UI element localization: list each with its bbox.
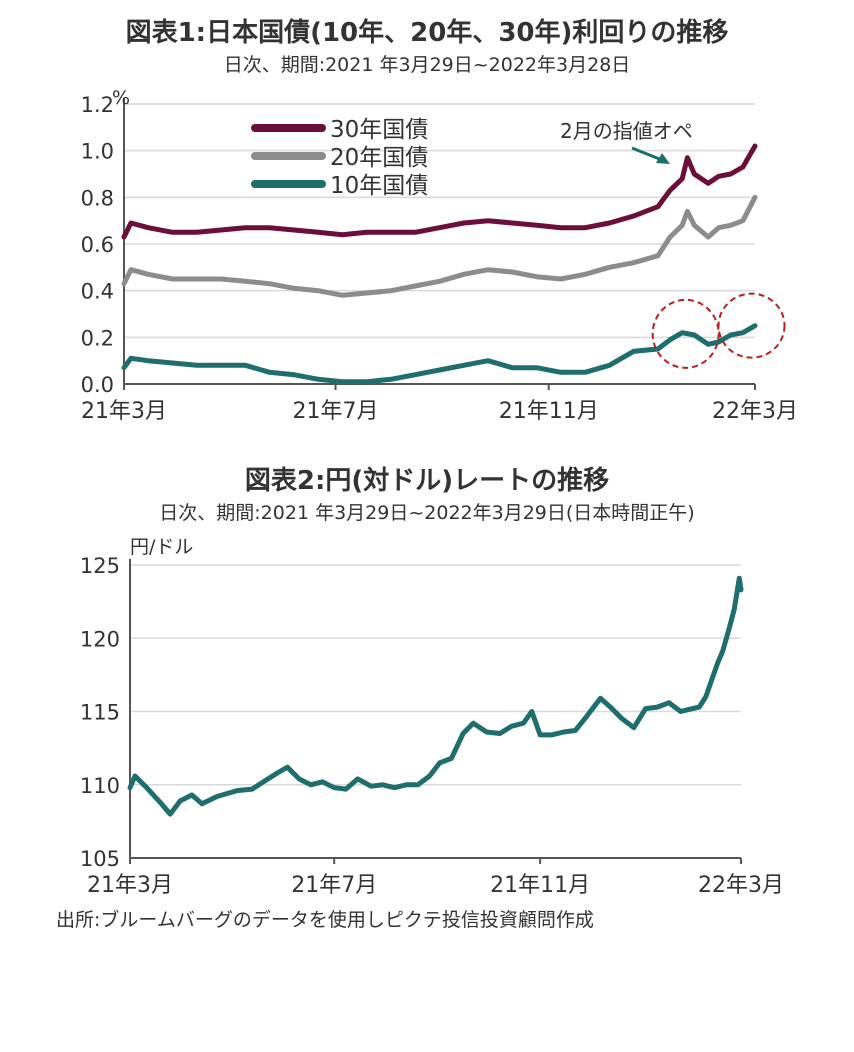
y-tick-label: 0.2: [81, 326, 114, 350]
jgb-yield-chart: 0.0 0.2 0.4 0.6 0.8 1.0 1.2 21年3月 21年7月 21年11月 22年…: [81, 87, 798, 424]
x-tick-label: 22年3月: [712, 399, 798, 424]
usdjpy-chart: 105 110 115 120 125 21年3月 21年7月 21年11月 22年3月 円/ドル: [80, 536, 784, 898]
y-tick-label: 125: [80, 554, 120, 578]
annotation-arrowhead: [656, 153, 670, 164]
annotation-arrow-line: [631, 146, 663, 162]
y-tick-label: 1.0: [81, 140, 114, 164]
legend-label: 30年国債: [330, 117, 428, 143]
annotation-text: 2月の指値オペ: [560, 119, 693, 143]
source-note: 出所:ブルームバーグのデータを使用しピクテ投信投資顧問作成: [56, 909, 594, 931]
y-tick-label: 110: [80, 774, 120, 798]
y-tick-label: 0.0: [81, 373, 114, 397]
y-tick-label: 120: [80, 627, 120, 651]
series-line-1: [127, 575, 744, 817]
x-tick-label: 21年3月: [87, 873, 173, 898]
y-axis-unit: 円/ドル: [130, 536, 193, 558]
chart1-subtitle: 日次、期間:2021 年3月29日~2022年3月28日: [223, 54, 631, 76]
series-line-1: [121, 143, 758, 240]
y-tick-label: 0.8: [81, 186, 114, 210]
legend-label: 20年国債: [330, 145, 428, 171]
y-tick-label: 1.2: [81, 93, 114, 117]
legend-label: 10年国債: [330, 173, 428, 199]
chart2-subtitle: 日次、期間:2021 年3月29日~2022年3月29日(日本時間正午): [159, 502, 695, 524]
x-tick-label: 21年3月: [81, 399, 167, 424]
x-tick-label: 21年7月: [291, 873, 377, 898]
x-tick-label: 21年11月: [490, 873, 590, 898]
y-tick-label: 0.6: [81, 233, 114, 257]
series-line-2: [121, 194, 758, 298]
x-tick-label: 22年3月: [698, 873, 784, 898]
highlight-circle: [717, 292, 786, 359]
y-axis-unit: %: [112, 87, 130, 109]
x-tick-label: 21年7月: [292, 399, 378, 424]
y-tick-label: 0.4: [81, 280, 114, 304]
x-tick-label: 21年11月: [499, 399, 599, 424]
chart2-title: 図表2:円(対ドル)レートの推移: [244, 466, 610, 496]
y-tick-label: 115: [80, 701, 120, 725]
chart1-title: 図表1:日本国債(10年、20年、30年)利回りの推移: [125, 18, 729, 48]
y-tick-label: 105: [80, 847, 120, 871]
series-line-3: [121, 323, 758, 385]
